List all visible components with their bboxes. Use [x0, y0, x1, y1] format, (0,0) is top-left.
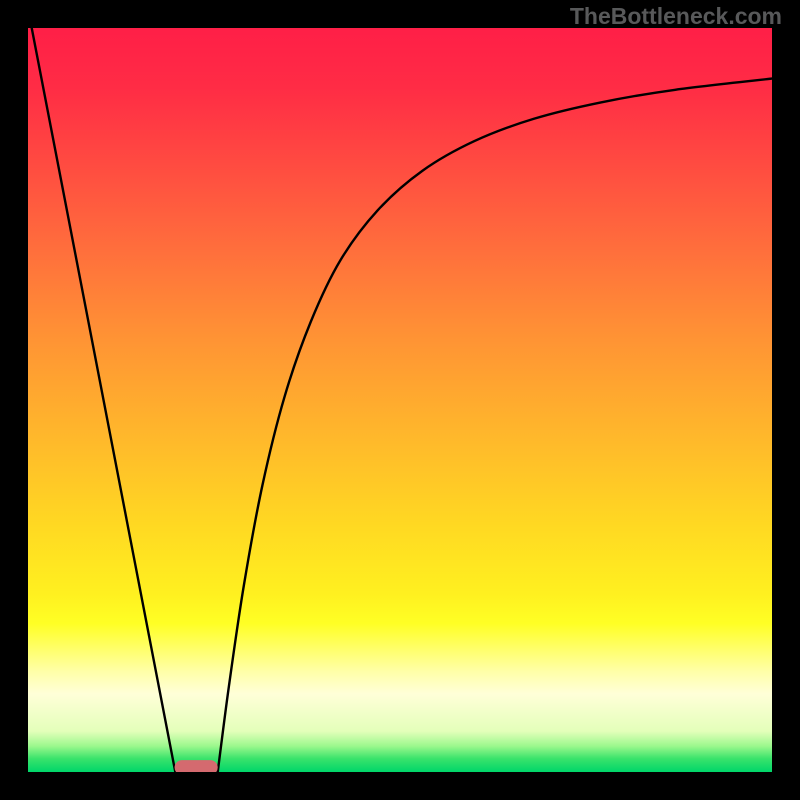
watermark-text: TheBottleneck.com: [570, 3, 782, 30]
plot-area: [28, 28, 772, 772]
plot-svg: [28, 28, 772, 772]
optimum-marker: [175, 760, 218, 772]
gradient-background: [28, 28, 772, 772]
chart-frame: TheBottleneck.com: [0, 0, 800, 800]
